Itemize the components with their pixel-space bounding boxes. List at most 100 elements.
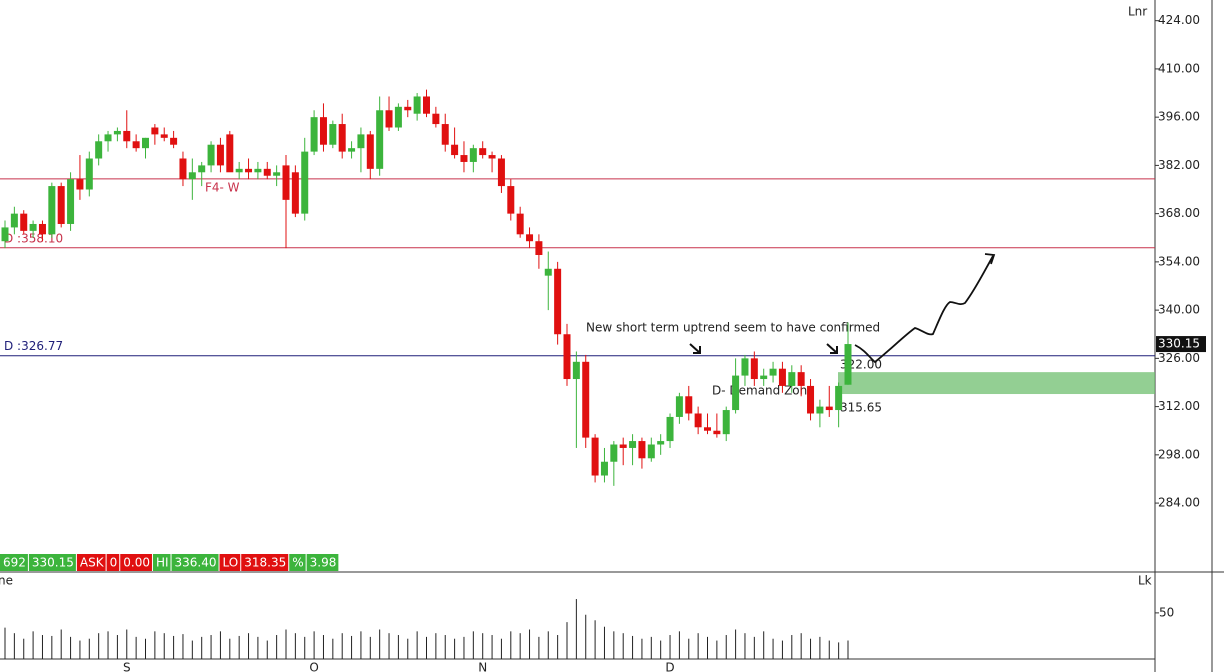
info-bar-text: 336.40 [175, 556, 217, 570]
candle-body [778, 368, 786, 386]
candle-body [451, 144, 459, 156]
candle-body [338, 124, 346, 152]
info-bar-text: 0 [110, 556, 118, 570]
candle-body [460, 155, 468, 162]
candle-body [591, 437, 599, 476]
candle-body [151, 127, 159, 135]
candle-body [348, 148, 356, 152]
level-label: D :326.77 [4, 339, 63, 353]
candle-body [95, 141, 103, 159]
candle-body [432, 113, 440, 125]
candle-body [788, 372, 796, 386]
candle-body [825, 406, 833, 411]
candle-body [835, 385, 843, 411]
candle-body [132, 141, 140, 149]
candle-body [807, 385, 815, 414]
candle-body [188, 172, 196, 180]
candle-body [357, 134, 365, 149]
candle-body [619, 444, 627, 448]
volume-tick-label: 50 [1159, 605, 1174, 619]
level-label: F4- W [205, 180, 240, 194]
candle-body [301, 151, 309, 214]
candle-body [769, 368, 777, 376]
candle-body [198, 165, 206, 173]
candle-body [310, 117, 318, 152]
candle-body [376, 110, 384, 169]
candle-body [319, 117, 327, 145]
candle-body [245, 168, 253, 173]
candle-body [750, 358, 758, 380]
candle-body [488, 155, 496, 159]
info-bar-cell [120, 554, 152, 571]
y-tick-label: 284.00 [1158, 496, 1200, 510]
level-label: D :358.10 [4, 231, 63, 245]
candle-body [760, 375, 768, 380]
candle-body [516, 213, 524, 235]
candle-body [610, 444, 618, 462]
info-bar-text: 3.98 [310, 556, 337, 570]
info-bar-cell [171, 554, 219, 571]
y-tick-label: 340.00 [1158, 303, 1200, 317]
candle-body [48, 186, 56, 235]
candle-body [713, 430, 721, 435]
candle-body [404, 106, 412, 111]
candle-body [469, 148, 477, 162]
candle-body [385, 110, 393, 128]
candle-body [113, 130, 121, 135]
demand-zone [838, 372, 1155, 395]
candle-body [629, 441, 637, 448]
candle-body [273, 172, 281, 176]
candle-body [797, 372, 805, 386]
candle-body [423, 96, 430, 114]
info-bar-text: 692 [3, 556, 26, 570]
y-tick-label: 410.00 [1158, 61, 1200, 75]
candle-body [29, 223, 37, 231]
info-bar-cell [289, 554, 306, 571]
info-bar-cell [306, 554, 339, 571]
candle-body [638, 441, 646, 459]
last-price-tag [1156, 336, 1206, 353]
info-bar-text: LO [223, 556, 239, 570]
candle-body [123, 130, 131, 142]
y-tick-label: 396.00 [1158, 110, 1200, 124]
candle-body [741, 358, 749, 376]
candle-body [38, 223, 46, 235]
candle-body [526, 234, 534, 242]
candle-body [535, 241, 543, 255]
candle-body [507, 186, 515, 214]
info-bar-text: 318.35 [244, 556, 286, 570]
info-bar-cell [152, 554, 171, 571]
candle-body [1, 227, 9, 242]
y-tick-label: 424.00 [1158, 13, 1200, 27]
x-tick-label: S [123, 661, 131, 672]
info-bar-cell [0, 554, 28, 571]
candle-body [10, 213, 18, 228]
candle-body [394, 106, 402, 128]
x-tick-label: D [665, 661, 674, 672]
candle-body [235, 168, 243, 173]
candle-body [582, 361, 590, 438]
candle-body [207, 144, 215, 166]
info-bar-text: ASK [80, 556, 105, 570]
y-tick-label: 326.00 [1158, 351, 1200, 365]
candle-body [441, 124, 449, 145]
candle-body [216, 144, 224, 166]
candle-body [479, 148, 487, 156]
candle-body [179, 158, 187, 180]
candle-body [685, 396, 693, 414]
info-bar-cell [219, 554, 241, 571]
candle-body [104, 134, 112, 142]
candle-body [647, 444, 655, 459]
candle-body [844, 344, 852, 385]
y-tick-label: 382.00 [1158, 158, 1200, 172]
candle-body [497, 158, 505, 187]
info-bar-cell [76, 554, 106, 571]
y-tick-label: 312.00 [1158, 399, 1200, 413]
candle-body [675, 396, 683, 417]
candle-body [722, 410, 730, 435]
info-bar-text: 0.00 [123, 556, 150, 570]
candle-body [694, 413, 702, 428]
candle-body [704, 427, 711, 431]
